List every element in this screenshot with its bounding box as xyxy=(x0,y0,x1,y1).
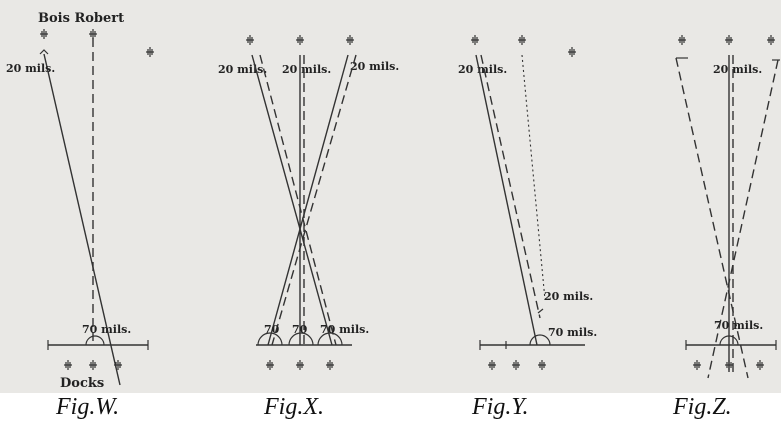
survey-mark xyxy=(295,34,305,46)
fig-x-bottom-left-label: 70 xyxy=(264,323,280,336)
fig-w-diagram: Bois Robert 20 mils. 70 mils. Docks xyxy=(6,11,155,391)
fig-x-top-mid-label: 20 mils. xyxy=(282,63,331,76)
angle-arc xyxy=(529,334,551,346)
fig-x-top-left-label: 20 mils. xyxy=(218,63,267,76)
docks-label: Docks xyxy=(60,376,104,391)
angle-arc xyxy=(257,332,283,346)
survey-mark xyxy=(692,359,702,371)
fig-x-top-right-label: 20 mils. xyxy=(350,60,399,73)
fire-line xyxy=(475,54,538,346)
survey-mark xyxy=(517,34,527,46)
fig-y-caption: Fig.Y. xyxy=(472,394,529,420)
survey-mark xyxy=(39,28,49,40)
fig-x-caption: Fig.X. xyxy=(264,394,324,420)
diagram-canvas: Bois Robert 20 mils. 70 mils. Docks 20 m… xyxy=(6,11,780,391)
survey-mark xyxy=(145,46,155,58)
survey-mark xyxy=(63,359,73,371)
fig-y-mid-angle-label: 20 mils. xyxy=(544,290,593,303)
survey-mark xyxy=(470,34,480,46)
survey-mark xyxy=(755,359,765,371)
survey-mark xyxy=(265,359,275,371)
fig-y-bottom-angle-label: 70 mils. xyxy=(548,326,597,339)
fig-y-top-angle-label: 20 mils. xyxy=(458,63,507,76)
fig-x-bottom-right-label: 70 mils. xyxy=(320,323,369,336)
angle-arc xyxy=(85,335,105,346)
reference-line xyxy=(480,54,541,319)
angle-arc xyxy=(719,335,739,346)
fig-w-top-angle-label: 20 mils. xyxy=(6,62,55,75)
bois-robert-label: Bois Robert xyxy=(38,11,124,26)
survey-mark xyxy=(295,359,305,371)
fig-z-bottom-angle-label: 70 mils. xyxy=(714,319,763,332)
fire-line xyxy=(43,53,121,386)
engraving-plate xyxy=(0,0,781,393)
fig-z-caption: Fig.Z. xyxy=(673,394,732,420)
survey-mark xyxy=(245,34,255,46)
fig-w-bottom-angle-label: 70 mils. xyxy=(82,323,131,336)
survey-mark xyxy=(325,359,335,371)
fire-line-right xyxy=(267,54,349,346)
fig-z-diagram: 20 mils. 70 mils. xyxy=(675,34,780,379)
fig-w-caption: Fig.W. xyxy=(56,394,120,420)
survey-mark xyxy=(88,359,98,371)
fig-x-bottom-mid-label: 70 xyxy=(292,323,308,336)
survey-mark xyxy=(724,34,734,46)
reference-line xyxy=(675,57,749,379)
survey-mark xyxy=(724,359,734,371)
survey-mark xyxy=(487,359,497,371)
fire-line-left xyxy=(251,54,333,346)
angle-arc xyxy=(317,332,343,346)
survey-mark xyxy=(677,34,687,46)
angle-arc xyxy=(288,332,314,346)
reference-line xyxy=(271,54,357,346)
survey-mark xyxy=(567,46,577,58)
survey-mark xyxy=(345,34,355,46)
fig-y-diagram: 20 mils. 20 mils. 70 mils. xyxy=(458,34,597,371)
survey-mark xyxy=(537,359,547,371)
fig-z-top-angle-label: 20 mils. xyxy=(713,63,762,76)
reference-line xyxy=(521,54,546,301)
reference-line xyxy=(707,59,779,379)
reference-line xyxy=(259,54,337,346)
survey-mark xyxy=(88,28,98,40)
survey-mark xyxy=(766,34,776,46)
angle-mark xyxy=(39,49,49,55)
survey-mark xyxy=(511,359,521,371)
fig-x-diagram: 20 mils. 20 mils. 20 mils. 70 70 70 mils… xyxy=(218,34,399,371)
